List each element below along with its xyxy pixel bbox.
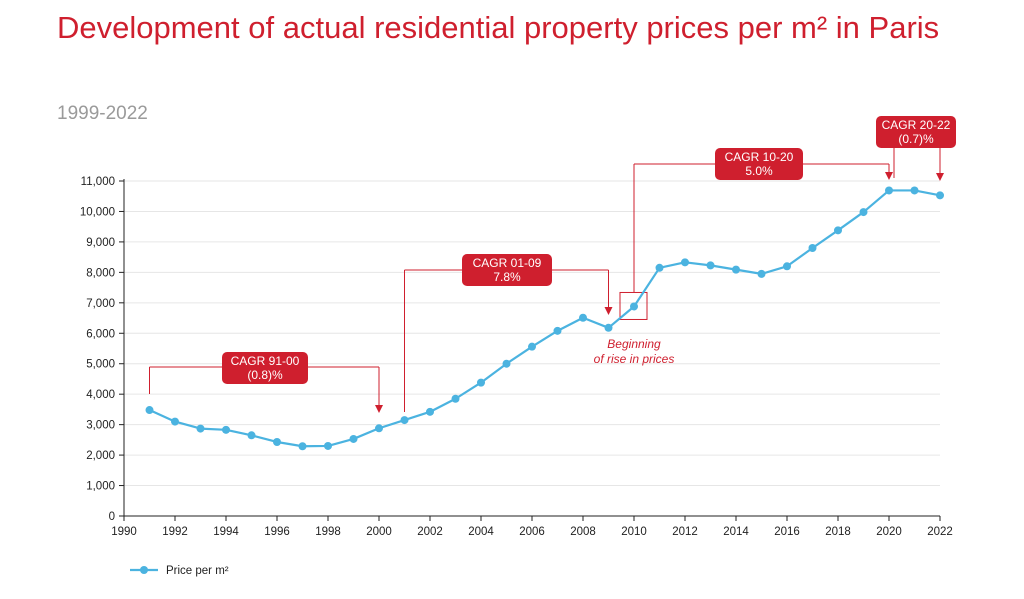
data-point — [885, 186, 893, 195]
y-tick-label: 9,000 — [86, 237, 115, 249]
y-tick-label: 10,000 — [80, 206, 115, 218]
data-point — [732, 265, 740, 274]
data-point — [349, 434, 358, 443]
y-tick-label: 6,000 — [86, 328, 115, 340]
data-point — [681, 258, 689, 267]
annotation-cagr-20-22-box — [876, 116, 956, 148]
data-point — [145, 406, 154, 415]
data-point — [324, 441, 332, 450]
data-point — [222, 425, 230, 434]
data-point — [298, 442, 307, 451]
x-tick-label: 2010 — [621, 526, 647, 538]
x-tick-label: 1998 — [315, 526, 341, 538]
data-point — [400, 416, 409, 425]
y-tick-label: 5,000 — [86, 359, 115, 371]
data-point — [936, 191, 944, 200]
x-tick-label: 2018 — [825, 526, 851, 538]
annotation-cagr-20-22-label: CAGR 20-22 — [882, 118, 951, 132]
x-tick-label: 2016 — [774, 526, 800, 538]
note-line-2: of rise in prices — [594, 352, 675, 366]
data-point — [706, 261, 715, 270]
data-point — [834, 226, 842, 235]
annotation-cagr-01-09-value: 7.8% — [493, 270, 521, 284]
legend-label: Price per m² — [166, 565, 229, 577]
legend: Price per m² — [130, 565, 229, 577]
data-point — [604, 323, 613, 332]
x-tick-label: 2006 — [519, 526, 545, 538]
data-point — [528, 342, 536, 351]
bracket-arrow — [936, 173, 944, 181]
data-point — [910, 186, 919, 195]
series-line — [149, 189, 941, 448]
x-tick-label: 1994 — [213, 526, 239, 538]
bracket-arrow — [885, 172, 893, 180]
annotation-labels: CAGR 91-00(0.8)% CAGR 01-097.8% CAGR 10-20… — [222, 116, 956, 384]
annotation-cagr-91-00-label: CAGR 91-00 — [231, 354, 300, 368]
annotation-cagr-10-20-label: CAGR 10-20 — [725, 150, 794, 164]
y-tick-label: 3,000 — [86, 420, 115, 432]
data-point — [579, 313, 587, 322]
y-tick-label: 11,000 — [81, 176, 115, 188]
data-point — [808, 244, 817, 252]
chart-subtitle: 1999-2022 — [57, 103, 148, 124]
bracket-arrow — [375, 405, 383, 413]
x-tick-label: 2004 — [468, 526, 494, 538]
x-tick-label: 1996 — [264, 526, 290, 538]
bracket-arrow — [604, 307, 613, 315]
data-point — [655, 263, 664, 272]
data-point — [859, 208, 868, 217]
y-tick-label: 1,000 — [86, 481, 115, 493]
data-point — [757, 269, 766, 278]
series-price-per-m2 — [145, 186, 944, 451]
note-line-1: Beginning — [607, 337, 661, 351]
data-point — [477, 378, 485, 387]
data-point — [273, 437, 281, 446]
x-tick-label: 2022 — [927, 526, 953, 538]
data-point — [553, 326, 562, 335]
axes: 0 1,000 2,000 3,000 4,000 5,000 6,000 7,000 8,00… — [80, 176, 953, 538]
y-tick-label: 8,000 — [86, 267, 115, 279]
annotation-cagr-20-22-value: (0.7)% — [898, 132, 934, 146]
x-tick-label: 2000 — [366, 526, 392, 538]
x-tick-label: 2014 — [723, 526, 749, 538]
y-tick-label: 4,000 — [86, 389, 115, 401]
data-point — [426, 407, 434, 416]
y-tick-label: 2,000 — [86, 450, 115, 462]
annotation-cagr-10-20-box — [715, 148, 803, 180]
x-tick-label: 2020 — [876, 526, 902, 538]
annotation-cagr-91-00-box — [222, 352, 308, 384]
annotation-cagr-01-09-label: CAGR 01-09 — [473, 256, 542, 270]
data-point — [451, 394, 460, 403]
gridlines — [124, 180, 940, 487]
annotation-cagr-01-09-box — [462, 254, 552, 286]
data-point — [502, 359, 511, 368]
x-tick-label: 2002 — [417, 526, 443, 538]
data-point — [375, 424, 383, 433]
y-tick-label: 0 — [109, 511, 115, 523]
x-tick-label: 2008 — [570, 526, 596, 538]
data-point — [783, 262, 791, 271]
y-tick-label: 7,000 — [86, 298, 115, 310]
x-tick-label: 1990 — [111, 526, 137, 538]
data-point — [196, 424, 205, 433]
data-point — [171, 417, 179, 426]
data-point — [247, 431, 256, 440]
x-tick-label: 1992 — [162, 526, 188, 538]
annotation-cagr-10-20-value: 5.0% — [745, 164, 773, 178]
annotation-cagr-91-00-value: (0.8)% — [247, 368, 283, 382]
highlight-box — [619, 291, 648, 320]
chart-title: Development of actual residential proper… — [57, 10, 940, 45]
x-tick-label: 2012 — [672, 526, 698, 538]
legend-marker — [140, 566, 148, 574]
data-point — [630, 302, 638, 311]
